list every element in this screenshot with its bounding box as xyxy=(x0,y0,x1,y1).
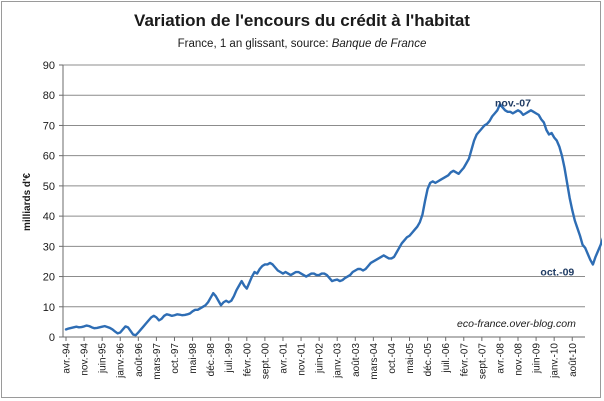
gridlines xyxy=(59,64,585,338)
x-tick-label-22: févr.-07 xyxy=(459,343,470,377)
y-tick-label-90: 90 xyxy=(43,60,55,72)
axes xyxy=(62,65,585,341)
x-tick-label-1: nov.-94 xyxy=(80,343,91,376)
x-tick-label-12: avr.-01 xyxy=(278,343,289,374)
x-tick-label-4: août-96 xyxy=(134,343,145,377)
x-tick-label-16: août-03 xyxy=(351,343,362,377)
y-tick-label-40: 40 xyxy=(43,211,55,223)
annotation-peak: nov.-07 xyxy=(495,97,531,109)
annotation-trough: oct.-09 xyxy=(540,266,574,278)
x-tick-label-3: janv.-96 xyxy=(116,343,127,379)
y-tick-label-0: 0 xyxy=(49,332,55,344)
subtitle-source: Banque de France xyxy=(332,38,427,50)
x-tick-label-23: sept.-07 xyxy=(477,343,488,380)
x-tick-label-6: oct.-97 xyxy=(170,343,181,374)
y-tick-labels: 0 10 20 30 40 50 60 70 80 90 xyxy=(43,60,55,344)
x-tick-label-11: sept.-00 xyxy=(260,343,271,380)
x-tick-label-10: févr.-00 xyxy=(242,343,253,377)
x-tick-label-0: avr.-94 xyxy=(62,343,73,374)
watermark: eco-france.over-blog.com xyxy=(457,318,576,330)
x-tick-label-9: juil.-99 xyxy=(224,343,235,374)
x-tick-label-28: août-10 xyxy=(568,343,579,377)
y-tick-label-30: 30 xyxy=(43,241,55,253)
y-tick-label-60: 60 xyxy=(43,151,55,163)
x-tick-label-8: déc.-98 xyxy=(206,343,217,377)
x-tick-label-27: janv.-10 xyxy=(550,343,561,379)
y-tick-label-50: 50 xyxy=(43,181,55,193)
x-tick-label-17: mars-04 xyxy=(369,343,380,380)
x-tick-label-14: juin-02 xyxy=(315,343,326,374)
y-axis-label: milliards d'€ xyxy=(22,173,33,231)
x-tick-label-26: juin-09 xyxy=(532,343,543,374)
x-tick-label-25: nov.-08 xyxy=(514,343,525,376)
x-tick-labels: avr.-94 nov.-94 juin-95 janv.-96 août-96 mars… xyxy=(62,343,579,380)
series-line xyxy=(64,103,602,337)
y-tick-label-20: 20 xyxy=(43,272,55,284)
x-tick-label-20: déc.-05 xyxy=(423,343,434,377)
chart-subtitle: France, 1 an glissant, source: Banque de… xyxy=(178,38,427,50)
x-tick-label-21: juil.-06 xyxy=(441,343,452,374)
subtitle-text: France, 1 an glissant, source: xyxy=(178,38,332,50)
chart-title: Variation de l'encours du crédit à l'hab… xyxy=(134,11,470,30)
y-tick-label-70: 70 xyxy=(43,120,55,132)
x-tick-label-18: oct.-04 xyxy=(387,343,398,374)
x-tick-label-5: mars-97 xyxy=(152,343,163,380)
y-tick-label-80: 80 xyxy=(43,90,55,102)
y-tick-label-10: 10 xyxy=(43,302,55,314)
x-tick-label-19: mai-05 xyxy=(405,343,416,374)
x-tick-label-13: nov.-01 xyxy=(297,343,308,376)
x-tick-label-15: janv.-03 xyxy=(333,343,344,379)
x-tick-label-7: mai-98 xyxy=(188,343,199,374)
x-tick-label-2: juin-95 xyxy=(98,343,109,374)
x-tick-label-24: avr.-08 xyxy=(495,343,506,374)
